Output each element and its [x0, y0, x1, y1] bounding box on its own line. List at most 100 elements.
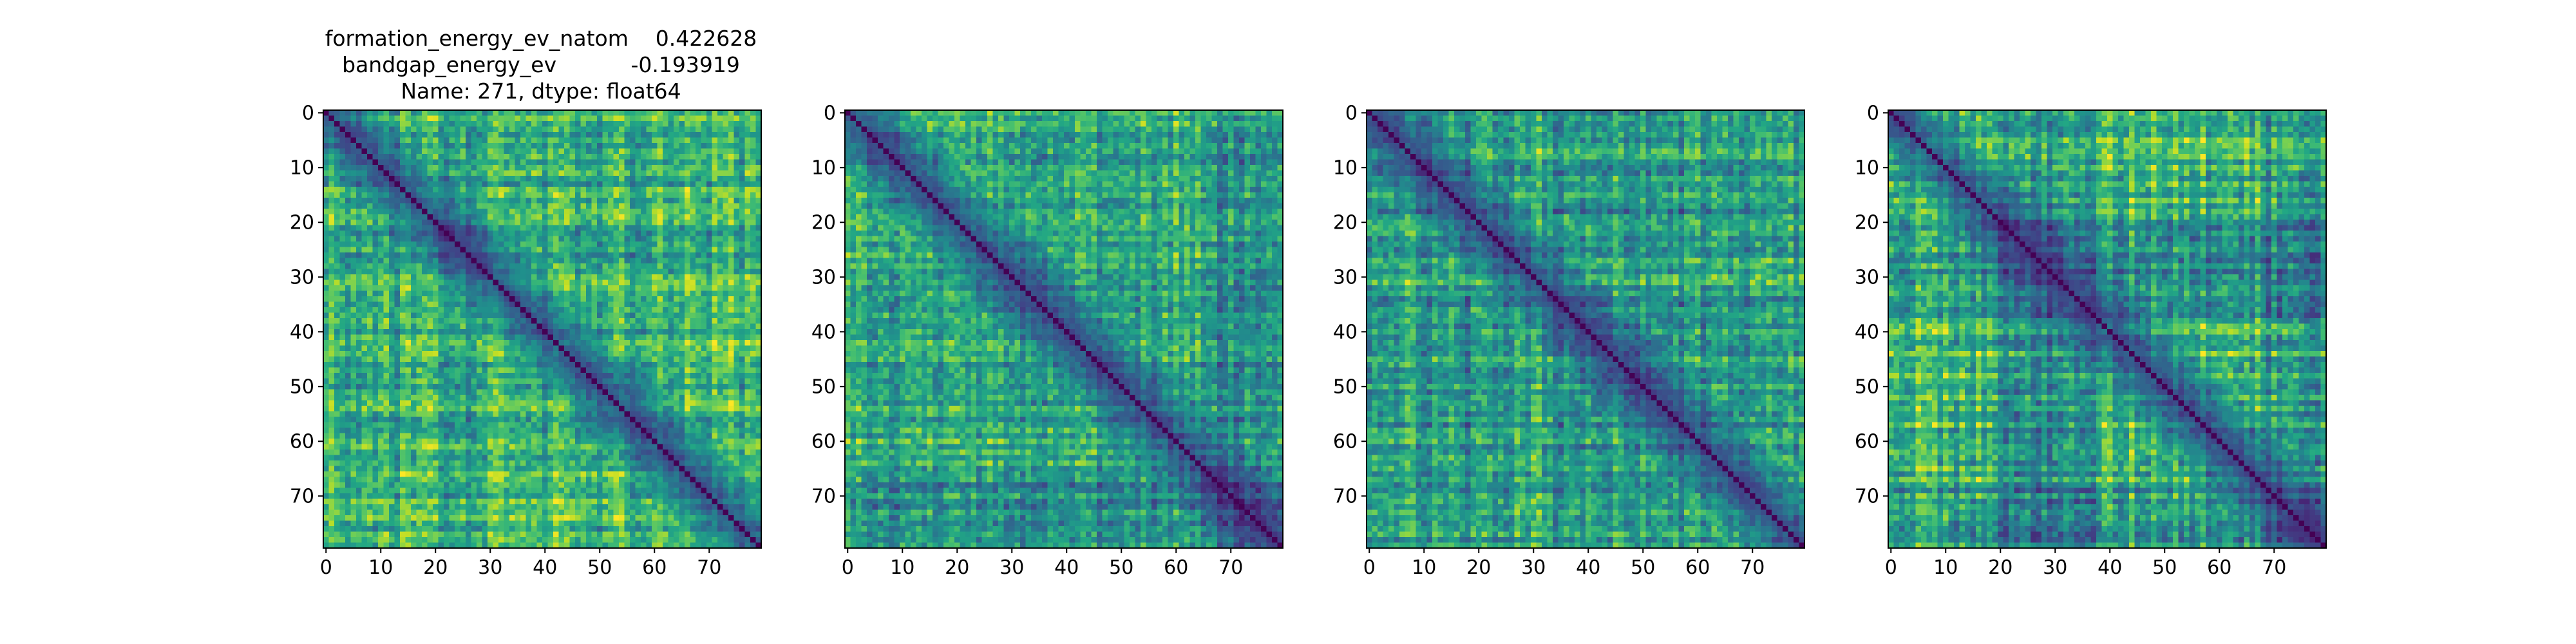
heatmap-cell [679, 274, 685, 280]
heatmap-cell [663, 269, 668, 275]
heatmap-cell [580, 115, 587, 122]
heatmap-cell [515, 165, 521, 171]
heatmap-cell [679, 373, 685, 379]
heatmap-cell [477, 373, 482, 379]
heatmap-cell [739, 362, 745, 368]
heatmap-cell [701, 444, 707, 450]
heatmap-cell [712, 159, 718, 166]
heatmap-cell [668, 422, 674, 428]
heatmap-cell [706, 417, 712, 422]
heatmap-cell [356, 356, 362, 363]
heatmap-cell [723, 220, 729, 225]
heatmap-cell [542, 378, 548, 384]
heatmap-cell [712, 198, 718, 204]
heatmap-cell [509, 242, 515, 247]
heatmap-cell [466, 373, 471, 379]
heatmap-cell [717, 115, 723, 122]
heatmap-cell [466, 247, 471, 253]
heatmap-cell [323, 279, 329, 286]
heatmap-cell [504, 444, 510, 450]
heatmap-cell [755, 181, 762, 187]
heatmap-cell [433, 269, 439, 275]
heatmap-cell [466, 252, 471, 258]
heatmap-cell [739, 181, 745, 187]
heatmap-cell [482, 285, 488, 291]
heatmap-cell [411, 389, 417, 395]
heatmap-cell [416, 334, 422, 341]
heatmap-cell [361, 395, 368, 401]
heatmap-cell [488, 258, 493, 264]
heatmap-cell [394, 121, 401, 127]
heatmap-cell [460, 433, 466, 439]
heatmap-cell [668, 252, 674, 258]
heatmap-cell [416, 356, 422, 363]
heatmap-cell [624, 236, 630, 242]
heatmap-cell [712, 340, 718, 346]
heatmap-cell [542, 209, 548, 214]
heatmap-cell [646, 395, 652, 401]
heatmap-cell [734, 378, 740, 384]
heatmap-cell [597, 198, 603, 204]
heatmap-cell [564, 258, 570, 264]
heatmap-cell [471, 422, 477, 428]
heatmap-cell [471, 159, 477, 166]
heatmap-cell [372, 307, 379, 313]
heatmap-cell [345, 214, 351, 220]
heatmap-cell [580, 334, 587, 341]
heatmap-cell [438, 225, 444, 231]
heatmap-cell [526, 389, 532, 395]
heatmap-cell [504, 198, 510, 204]
heatmap-cell [608, 439, 614, 444]
heatmap-cell [438, 290, 444, 297]
heatmap-cell [646, 274, 652, 280]
heatmap-cell [520, 378, 526, 384]
heatmap-cell [668, 378, 674, 384]
heatmap-cell [339, 274, 346, 280]
heatmap-cell [553, 165, 559, 171]
heatmap-cell [488, 203, 493, 209]
heatmap-cell [553, 115, 559, 122]
heatmap-cell [400, 126, 406, 133]
heatmap-cell [466, 154, 471, 160]
heatmap-cell [646, 252, 652, 258]
heatmap-cell [405, 143, 412, 149]
heatmap-cell [378, 307, 384, 313]
heatmap-cell [569, 329, 576, 335]
heatmap-cell [597, 417, 603, 422]
heatmap-cell [580, 345, 587, 352]
heatmap-cell [635, 274, 641, 280]
heatmap-cell [323, 433, 329, 439]
heatmap-cell [504, 301, 510, 308]
heatmap-cell [389, 252, 395, 258]
heatmap-cell [356, 373, 362, 379]
heatmap-cell [553, 258, 559, 264]
heatmap-cell [345, 242, 351, 247]
heatmap-cell [471, 279, 477, 286]
heatmap-cell [323, 247, 329, 253]
heatmap-cell [460, 279, 466, 286]
heatmap-cell [471, 428, 477, 433]
heatmap-cell [536, 329, 543, 335]
heatmap-cell [553, 110, 559, 116]
heatmap-cell [701, 395, 707, 401]
heatmap-cell [515, 154, 521, 160]
heatmap-cell [367, 279, 373, 286]
heatmap-cell [586, 115, 592, 122]
heatmap-cell [367, 323, 373, 330]
heatmap-cell [416, 269, 422, 275]
heatmap-cell [460, 378, 466, 384]
heatmap-cell [449, 422, 455, 428]
heatmap-cell [488, 269, 493, 275]
heatmap-cell [635, 126, 641, 133]
heatmap-cell [334, 236, 340, 242]
heatmap-cell [575, 209, 581, 214]
heatmap-cell [536, 236, 543, 242]
heatmap-cell [383, 252, 390, 258]
heatmap-cell [591, 351, 598, 357]
heatmap-cell [520, 115, 526, 122]
heatmap-cell [690, 137, 696, 144]
heatmap-cell [526, 170, 532, 176]
heatmap-cell [657, 400, 663, 406]
heatmap-cell [641, 384, 647, 390]
heatmap-cell [493, 406, 499, 412]
